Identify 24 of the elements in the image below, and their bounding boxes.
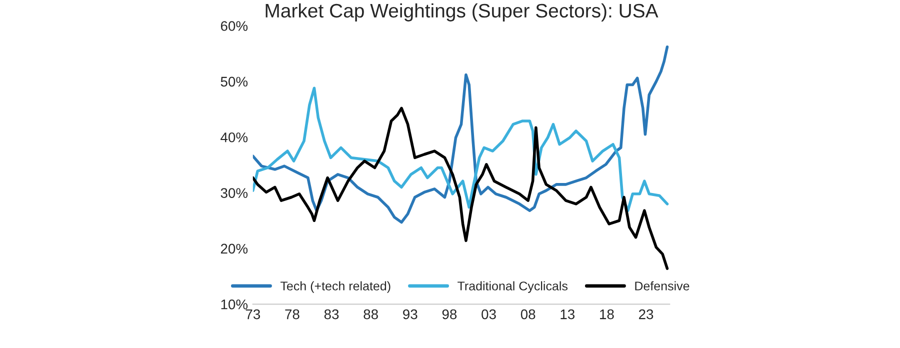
x-tick-label: 88 bbox=[364, 309, 378, 320]
legend-label: Traditional Cyclicals bbox=[458, 281, 568, 293]
y-tick-label: 60% bbox=[220, 21, 248, 31]
line-series bbox=[252, 106, 669, 270]
x-tick-label: 13 bbox=[560, 309, 575, 320]
y-tick-label: 10% bbox=[221, 299, 248, 310]
x-tick-label: 23 bbox=[638, 309, 654, 320]
x-tick-label: 98 bbox=[442, 309, 457, 320]
x-tick-label: 93 bbox=[403, 309, 418, 320]
x-tick-label: 78 bbox=[285, 309, 300, 320]
y-tick-label: 30% bbox=[220, 188, 248, 198]
x-tick-label: 18 bbox=[600, 309, 614, 320]
chart-title: Market Cap Weightings (Super Sectors): USA bbox=[266, 3, 658, 22]
x-tick-label: 83 bbox=[324, 309, 339, 320]
line-series bbox=[252, 46, 669, 224]
x-tick-label: 03 bbox=[482, 309, 496, 320]
legend-label: Tech (+tech related) bbox=[280, 281, 390, 293]
y-tick-label: 40% bbox=[220, 132, 248, 142]
y-tick-label: 50% bbox=[220, 76, 248, 87]
y-tick-label: 20% bbox=[220, 244, 248, 254]
line-series bbox=[252, 86, 669, 212]
x-tick-label: 73 bbox=[246, 309, 260, 320]
legend-label: Defensive bbox=[635, 281, 690, 290]
x-tick-label: 08 bbox=[520, 309, 536, 320]
